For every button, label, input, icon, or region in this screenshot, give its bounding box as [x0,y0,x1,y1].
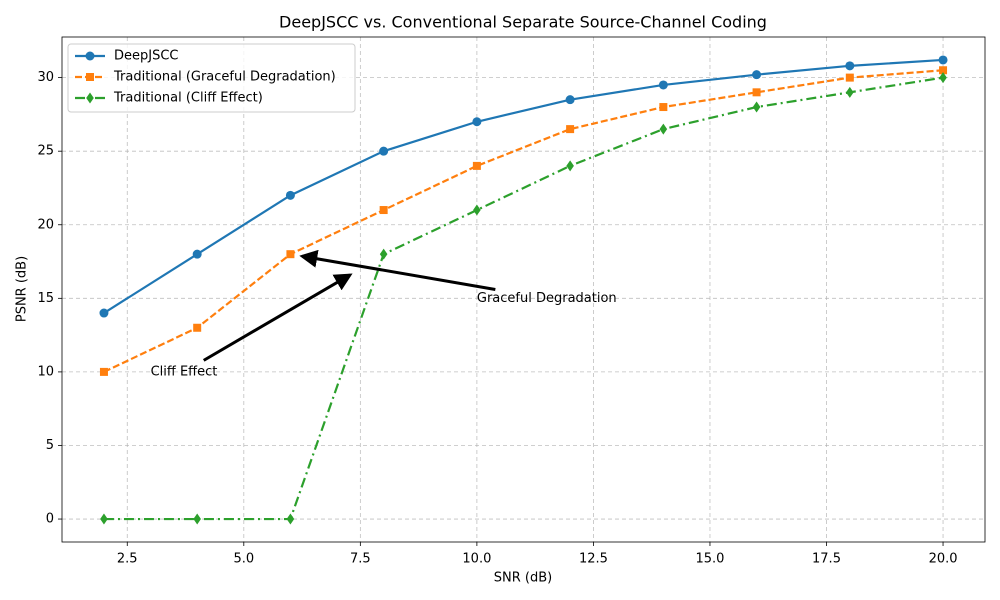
y-tick-label: 10 [37,364,54,379]
marker [100,513,108,525]
legend-box [67,43,356,113]
marker [845,61,855,71]
marker [99,308,109,318]
marker [659,123,668,135]
marker [939,72,947,84]
marker [379,146,389,156]
y-tick-label: 30 [37,70,54,85]
marker [566,125,575,134]
marker [192,249,202,259]
y-tick-label: 25 [37,144,54,159]
legend-label: DeepJSCC [114,49,179,64]
marker [99,367,108,376]
y-tick-label: 15 [37,291,54,306]
legend-marker [86,73,94,81]
y-axis-label: PSNR (dB) [15,256,30,322]
legend-label: Traditional (Cliff Effect) [113,91,263,106]
marker [379,248,388,260]
annotation-text: Cliff Effect [151,364,218,379]
marker [659,103,668,112]
x-tick-label: 2.5 [117,552,138,567]
marker [473,204,481,216]
marker [939,66,948,75]
marker [193,323,202,332]
x-tick-label: 5.0 [233,552,254,567]
y-tick-label: 20 [37,217,54,232]
marker [285,190,295,200]
annotation-arrow [202,273,353,362]
marker [846,86,854,98]
legend-marker [85,51,95,61]
x-tick-label: 10.0 [462,552,491,567]
plot-frame [61,36,986,543]
x-tick-label: 17.5 [812,552,841,567]
marker [286,250,295,259]
annotation-arrow [299,249,496,291]
marker [566,160,574,172]
chart-title: DeepJSCC vs. Conventional Separate Sourc… [279,13,767,32]
marker [938,55,948,65]
x-tick-label: 15.0 [695,552,724,567]
marker [193,513,201,525]
marker [286,513,295,525]
marker [752,101,761,113]
marker [565,95,575,105]
legend-marker [86,92,94,104]
marker [752,88,761,97]
y-tick-label: 0 [46,512,54,527]
x-axis-label: SNR (dB) [494,571,552,586]
marker [845,73,854,82]
x-tick-label: 7.5 [350,552,371,567]
y-tick-label: 5 [46,438,54,453]
series-line [103,76,944,521]
marker [379,206,388,215]
marker [658,80,668,90]
marker [752,70,762,80]
marker [472,117,482,127]
x-tick-label: 12.5 [579,552,608,567]
series-line [103,58,944,314]
x-tick-label: 20.0 [929,552,958,567]
annotation-text: Graceful Degradation [477,291,617,306]
legend-label: Traditional (Graceful Degradation) [113,70,336,85]
marker [472,161,481,170]
series-line [103,69,944,373]
